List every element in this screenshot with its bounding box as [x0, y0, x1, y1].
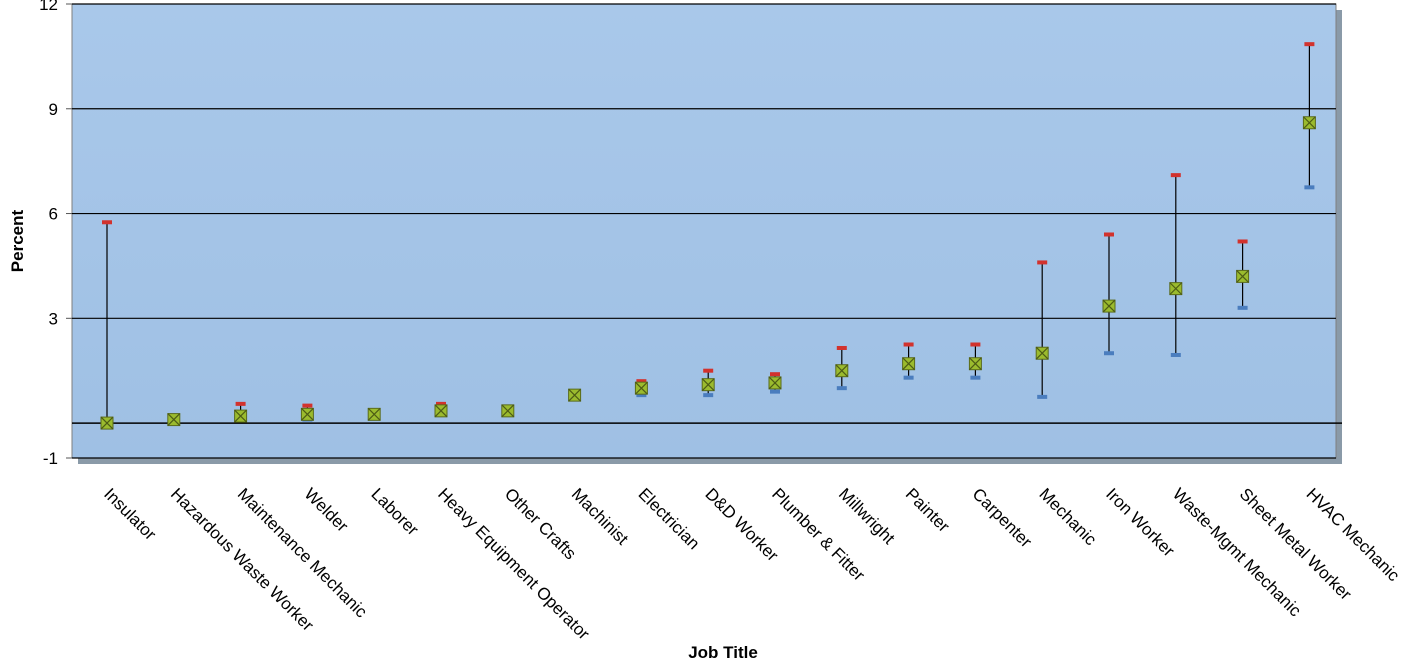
marker-cross: [234, 409, 248, 423]
data-point: [568, 388, 582, 402]
x-category-label: Carpenter: [969, 484, 1036, 551]
y-tick-label: -1: [43, 449, 58, 468]
marker-cross: [167, 413, 181, 427]
data-point: [1236, 269, 1250, 283]
error-bar-lower-cap: [1237, 305, 1248, 310]
data-point: [300, 407, 314, 421]
error-bar-upper-cap: [770, 372, 780, 377]
x-category-label: Maintenance Mechanic: [234, 484, 371, 621]
marker-cross: [634, 381, 648, 395]
data-point: [100, 416, 114, 430]
error-bar-upper-cap: [970, 342, 981, 347]
x-axis-title: Job Title: [688, 643, 758, 662]
error-bar-upper-cap: [636, 379, 647, 384]
data-point: [501, 404, 515, 418]
data-point: [835, 364, 849, 378]
error-bar-lower-cap: [1037, 394, 1048, 399]
y-tick-labels: -1 3 6 9 12: [39, 0, 58, 468]
error-bar-upper-cap: [1104, 232, 1114, 237]
error-bar-lower-cap: [836, 386, 847, 391]
error-bar-lower-cap: [903, 375, 914, 380]
error-bar-lower-cap: [770, 389, 780, 394]
data-point: [367, 407, 381, 421]
data-point: [434, 404, 448, 418]
y-tick-label: 9: [49, 100, 58, 119]
error-bar-upper-cap: [235, 401, 246, 406]
gridlines: [66, 3, 1342, 459]
x-category-label: Waste-Mgmt Mechanic: [1169, 484, 1305, 620]
data-point: [234, 409, 248, 423]
marker-cross: [300, 407, 314, 421]
data-point: [1102, 299, 1116, 313]
marker-cross: [768, 376, 782, 390]
marker-cross: [100, 416, 114, 430]
x-category-label: Insulator: [100, 484, 160, 544]
x-category-label: Millwright: [835, 484, 899, 548]
data-point: [902, 357, 916, 371]
error-bar-upper-cap: [436, 401, 446, 406]
x-category-label: Painter: [902, 484, 954, 536]
x-category-label: Welder: [301, 484, 353, 536]
error-bar-upper-cap: [1170, 173, 1181, 178]
data-point: [167, 413, 181, 427]
marker-cross: [701, 378, 715, 392]
error-bar-upper-cap: [102, 220, 112, 225]
marker-cross: [1169, 282, 1183, 296]
marker-cross: [1035, 346, 1049, 360]
data-point: [634, 381, 648, 395]
marker-cross: [501, 404, 515, 418]
error-bar-upper-cap: [836, 345, 847, 350]
marker-cross: [1236, 269, 1250, 283]
error-bar-lower-cap: [1304, 185, 1315, 190]
error-bar-upper-cap: [1237, 239, 1248, 244]
data-point: [768, 376, 782, 390]
x-category-label: Laborer: [367, 484, 422, 539]
marker-cross: [835, 364, 849, 378]
error-bar-upper-cap: [1037, 260, 1048, 265]
marker-cross: [568, 388, 582, 402]
x-category-labels: Insulator Hazardous Waste WorkerMaintenan…: [100, 484, 1403, 643]
marker-cross: [1302, 116, 1316, 130]
x-category-label: Mechanic: [1035, 484, 1100, 549]
marker-cross: [902, 357, 916, 371]
data-point: [1035, 346, 1049, 360]
error-bar-upper-cap: [302, 403, 313, 408]
x-category-label: Electrician: [635, 484, 704, 553]
marker-cross: [968, 357, 982, 371]
error-bar-lower-cap: [1104, 351, 1114, 356]
data-point: [1302, 116, 1316, 130]
marker-cross: [1102, 299, 1116, 313]
error-bar-lower-cap: [1170, 352, 1181, 357]
marker-cross: [434, 404, 448, 418]
x-category-label: Iron Worker: [1102, 484, 1178, 560]
data-point: [701, 378, 715, 392]
x-category-label: Sheet Metal Worker: [1236, 484, 1356, 604]
y-tick-label: 12: [39, 0, 58, 14]
error-bar-upper-cap: [903, 342, 914, 347]
x-category-label: Machinist: [568, 484, 632, 548]
y-axis-title: Percent: [8, 209, 27, 272]
y-tick-label: 6: [49, 205, 58, 224]
error-bar-lower-cap: [703, 393, 714, 398]
error-bar-upper-cap: [703, 368, 714, 373]
error-bar-lower-cap: [636, 393, 647, 398]
error-bar-lower-cap: [970, 375, 981, 380]
data-markers: [100, 116, 1316, 430]
data-point: [968, 357, 982, 371]
y-tick-label: 3: [49, 309, 58, 328]
error-bar-upper-cap: [1304, 42, 1315, 47]
data-point: [1169, 282, 1183, 296]
marker-cross: [367, 407, 381, 421]
x-category-label: Hazardous Waste Worker: [167, 484, 318, 635]
